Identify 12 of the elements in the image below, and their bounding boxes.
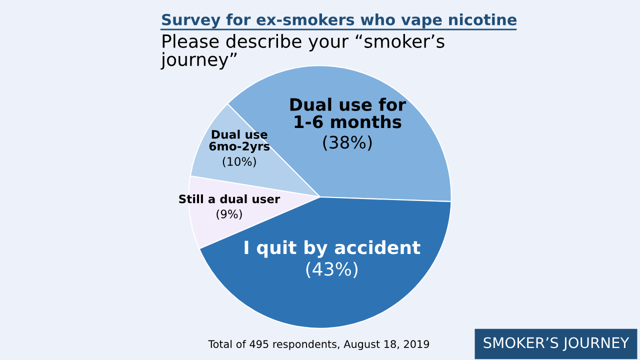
slice-label: I quit by accident bbox=[244, 240, 420, 258]
data-label: (10%) bbox=[222, 156, 256, 168]
text: SMOKER’S JOURNEY bbox=[484, 337, 630, 351]
slice-label: Dual use for 1-6 months bbox=[290, 98, 406, 128]
chart-title: Survey for ex-smokers who vape nicotine bbox=[162, 14, 517, 28]
slice-label: Still a dual user bbox=[179, 194, 280, 204]
data-label: (38%) bbox=[323, 135, 372, 151]
chart-subtitle: Please describe your “smoker’s journey” bbox=[160, 34, 444, 70]
data-label: (43%) bbox=[306, 262, 358, 278]
data-label: (9%) bbox=[216, 209, 242, 220]
text: Total of 495 respondents, August 18, 2019 bbox=[208, 340, 430, 350]
slice-label: Dual use 6mo-2yrs bbox=[209, 130, 270, 153]
